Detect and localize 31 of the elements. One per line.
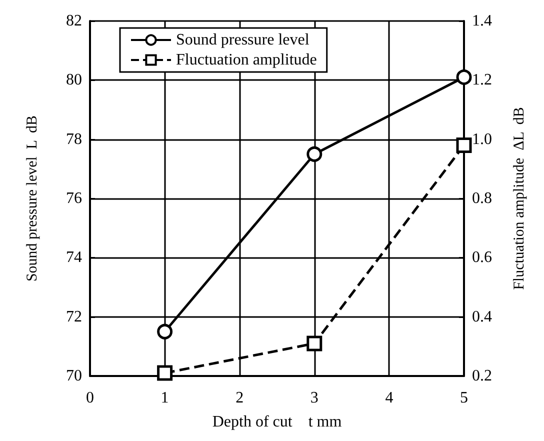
point xyxy=(306,146,322,162)
legend-label: Fluctuation amplitude xyxy=(176,52,317,68)
y2-tick-label: 1.2 xyxy=(472,72,492,89)
point xyxy=(157,365,173,381)
y2-tick-label: 0.4 xyxy=(472,308,492,326)
x-tick-label: 2 xyxy=(236,390,244,406)
x-tick-label: 4 xyxy=(385,390,394,406)
point xyxy=(157,324,173,340)
y2-tick-label: 0.8 xyxy=(472,190,492,207)
y2-tick-label: 0.2 xyxy=(472,368,492,384)
y2-tick-label: 0.6 xyxy=(472,249,492,266)
y-tick-label: 80 xyxy=(66,72,82,89)
y-tick-label: 78 xyxy=(66,130,82,148)
x-axis-title: Depth of cut t mm xyxy=(212,414,342,430)
x-tick-label: 5 xyxy=(460,390,468,406)
legend-label: Sound pressure level xyxy=(176,32,310,48)
point xyxy=(456,69,472,85)
point xyxy=(456,138,472,153)
y-tick-label: 72 xyxy=(66,308,82,326)
y-axis-title: Sound pressure level L dB xyxy=(24,115,40,282)
y-tick-label: 82 xyxy=(66,12,82,30)
y2-axis-title: Fluctuation amplitude ΔL dB xyxy=(512,107,528,290)
x-tick-label: 1 xyxy=(160,390,169,406)
x-tick-label: 0 xyxy=(86,390,94,406)
y-tick-label: 70 xyxy=(66,368,82,384)
y2-tick-label: 1.0 xyxy=(472,130,492,148)
point xyxy=(306,336,322,352)
y-tick-label: 76 xyxy=(66,190,82,207)
y2-tick-label: 1.4 xyxy=(472,12,492,30)
y-tick-label: 74 xyxy=(66,249,82,266)
x-tick-label: 3 xyxy=(310,390,318,406)
